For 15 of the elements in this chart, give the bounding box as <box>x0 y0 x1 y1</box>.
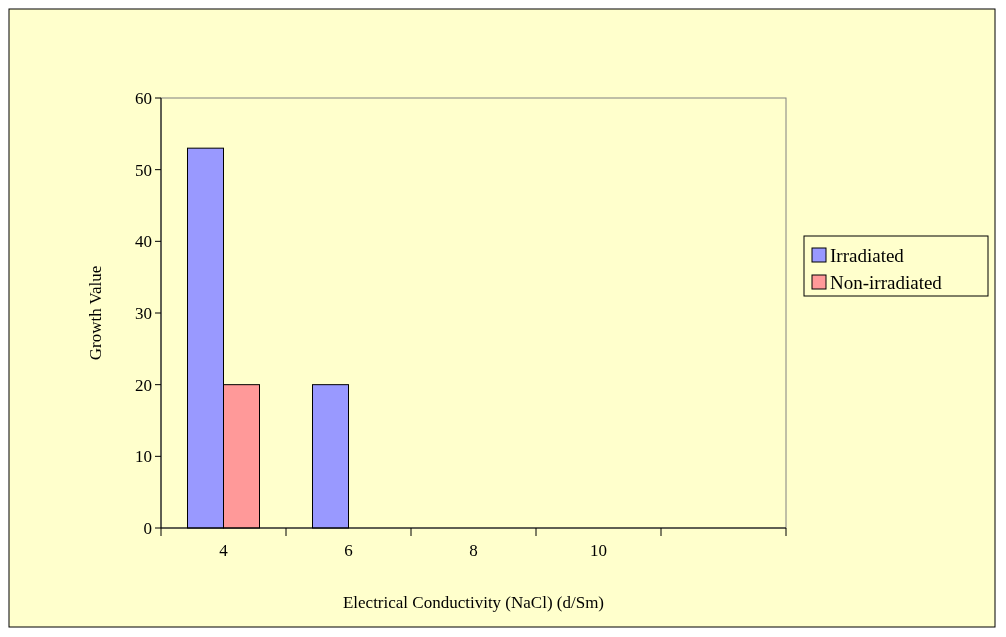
y-tick-label: 30 <box>135 303 152 323</box>
y-tick-label: 50 <box>135 160 152 180</box>
y-tick-label: 60 <box>135 88 152 108</box>
x-tick-label: 4 <box>219 541 229 560</box>
y-axis-title: Growth Value <box>86 265 105 361</box>
legend-label: Non-irradiated <box>830 271 943 293</box>
x-tick-label: 6 <box>344 541 353 560</box>
legend-label: Irradiated <box>830 244 905 266</box>
x-tick-label: 10 <box>590 541 607 560</box>
y-tick-label: 40 <box>135 232 152 252</box>
x-axis-title: Electrical Conductivity (NaCl) (d/Sm) <box>342 593 605 612</box>
y-tick-label: 0 <box>143 518 152 538</box>
y-tick-label: 20 <box>135 375 152 395</box>
y-tick-label: 10 <box>135 447 152 467</box>
x-tick-label: 8 <box>469 541 478 560</box>
